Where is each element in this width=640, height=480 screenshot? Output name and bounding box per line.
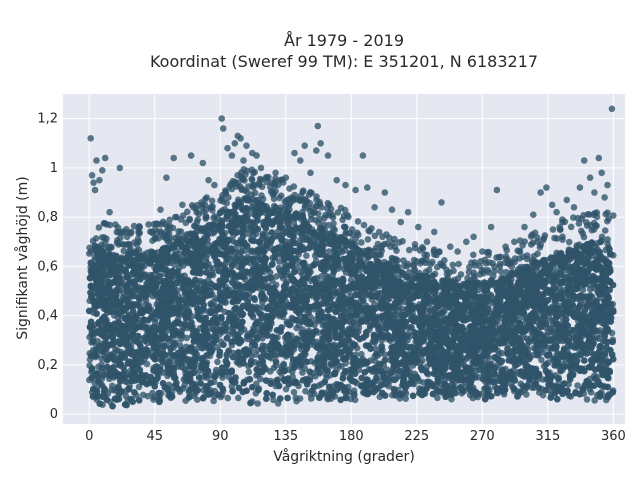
- data-point: [583, 396, 591, 403]
- data-points: [85, 105, 617, 410]
- data-point: [538, 356, 545, 364]
- data-point: [235, 394, 242, 402]
- data-point: [274, 334, 281, 341]
- data-point: [210, 397, 217, 405]
- chart-subtitle: Koordinat (Sweref 99 TM): E 351201, N 61…: [150, 52, 538, 71]
- data-point: [252, 351, 260, 358]
- data-point: [325, 248, 333, 255]
- data-point: [290, 388, 298, 396]
- data-point: [302, 387, 309, 395]
- data-point: [579, 286, 587, 294]
- data-point: [224, 394, 232, 402]
- data-point: [210, 298, 218, 305]
- data-point: [214, 358, 221, 366]
- data-point: [86, 376, 93, 384]
- data-point: [100, 372, 108, 379]
- data-point: [303, 252, 310, 259]
- data-point: [273, 273, 280, 280]
- chart-title: År 1979 - 2019: [284, 31, 404, 50]
